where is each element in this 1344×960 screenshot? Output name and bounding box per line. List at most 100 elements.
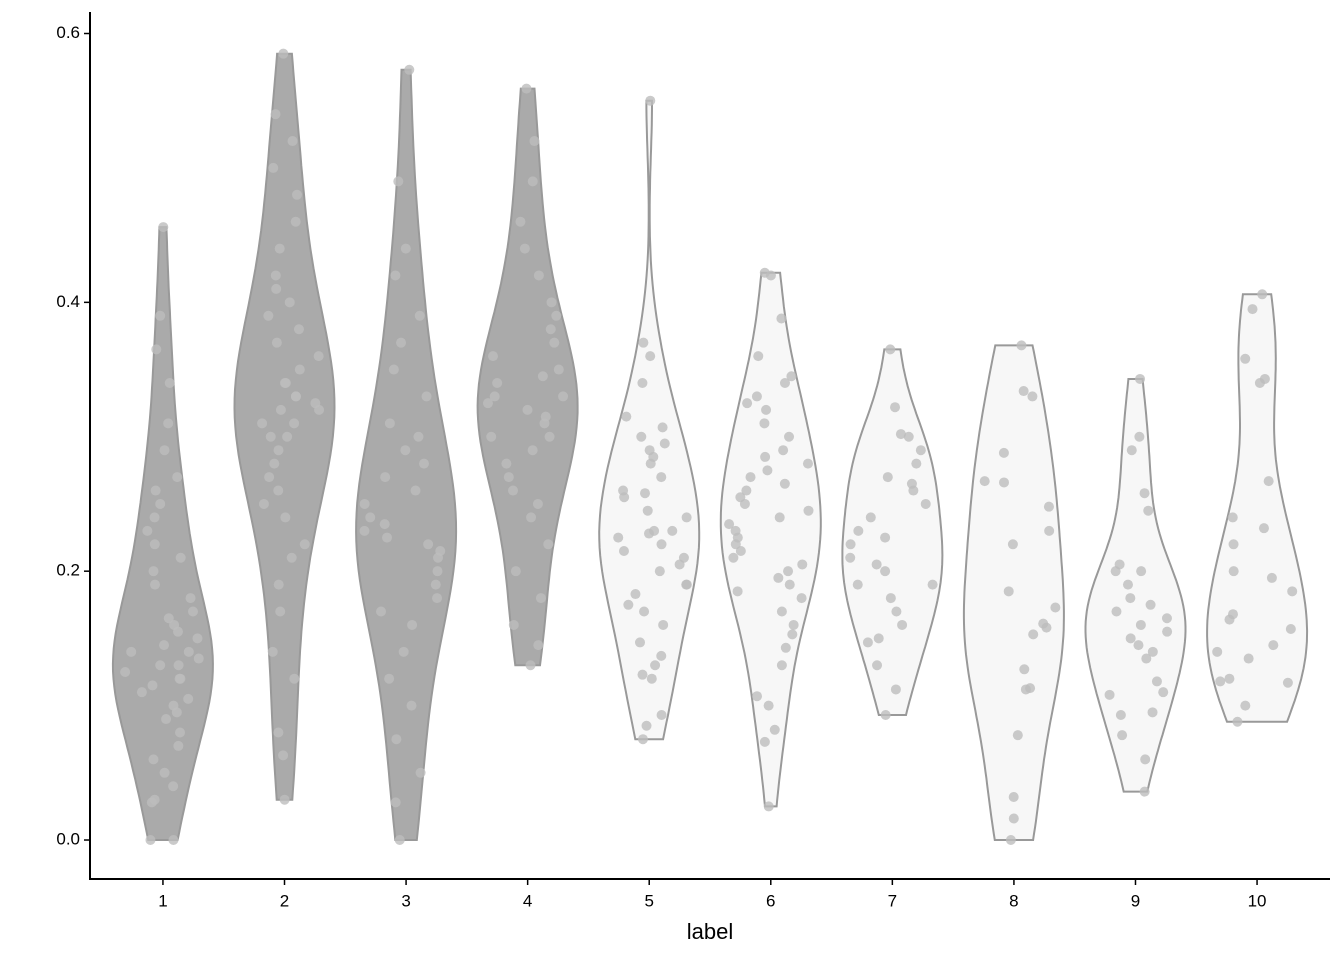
point	[1257, 289, 1268, 300]
point	[163, 418, 174, 429]
point	[432, 566, 443, 577]
point	[1266, 572, 1277, 583]
point	[762, 465, 773, 476]
point	[641, 720, 652, 731]
point	[148, 754, 159, 765]
point	[183, 646, 194, 657]
point	[540, 411, 551, 422]
point	[735, 492, 746, 503]
point	[880, 566, 891, 577]
point	[645, 351, 656, 362]
point	[645, 95, 656, 106]
point	[1027, 391, 1038, 402]
point	[510, 566, 521, 577]
point	[636, 431, 647, 442]
point	[1008, 792, 1019, 803]
point	[915, 445, 926, 456]
point	[1134, 431, 1145, 442]
point	[642, 505, 653, 516]
point	[1227, 512, 1238, 523]
x-tick-label: 9	[1131, 891, 1140, 910]
point	[279, 377, 290, 388]
point	[423, 539, 434, 550]
point	[1228, 539, 1239, 550]
point	[1147, 646, 1158, 657]
point	[289, 418, 300, 429]
point	[786, 371, 797, 382]
point	[1215, 676, 1226, 687]
point	[553, 364, 564, 375]
point	[911, 458, 922, 469]
point	[728, 552, 739, 563]
point	[1050, 602, 1061, 613]
point	[763, 700, 774, 711]
point	[508, 619, 519, 630]
point	[435, 546, 446, 557]
point	[545, 324, 556, 335]
point	[773, 572, 784, 583]
point	[537, 371, 548, 382]
point	[532, 498, 543, 509]
point	[1115, 710, 1126, 721]
point	[1003, 586, 1014, 597]
point	[1126, 445, 1137, 456]
point	[659, 438, 670, 449]
point	[1008, 813, 1019, 824]
point	[623, 599, 634, 610]
point	[151, 344, 162, 355]
point	[155, 310, 166, 321]
point	[264, 472, 275, 483]
point	[802, 458, 813, 469]
point	[525, 660, 536, 671]
point	[1020, 684, 1031, 695]
point	[618, 485, 629, 496]
point	[488, 351, 499, 362]
point	[649, 525, 660, 536]
point	[187, 606, 198, 617]
point	[644, 445, 655, 456]
point	[1258, 523, 1269, 534]
point	[558, 391, 569, 402]
x-tick-label: 2	[280, 891, 289, 910]
violin	[476, 87, 579, 667]
point	[271, 337, 282, 348]
point	[650, 660, 661, 671]
point	[885, 593, 896, 604]
point	[654, 566, 665, 577]
point	[400, 243, 411, 254]
point	[667, 525, 678, 536]
point	[1240, 700, 1251, 711]
point	[136, 687, 147, 698]
point	[1005, 835, 1016, 846]
point	[278, 48, 289, 59]
point	[394, 835, 405, 846]
point	[183, 693, 194, 704]
point	[404, 64, 415, 75]
point	[533, 640, 544, 651]
point	[155, 660, 166, 671]
x-tick-label: 3	[401, 891, 410, 910]
point	[1161, 613, 1172, 624]
y-tick-label: 0.6	[56, 23, 80, 42]
point	[529, 136, 540, 147]
point	[753, 351, 764, 362]
point	[1125, 633, 1136, 644]
point	[172, 472, 183, 483]
point	[292, 189, 303, 200]
x-tick-label: 6	[766, 891, 775, 910]
point	[1143, 505, 1154, 516]
point	[657, 422, 668, 433]
point	[1019, 664, 1030, 675]
point	[742, 398, 753, 409]
y-tick-label: 0.0	[56, 830, 80, 849]
point	[637, 377, 648, 388]
point	[759, 736, 770, 747]
point	[681, 579, 692, 590]
point	[159, 767, 170, 778]
point	[845, 539, 856, 550]
point	[656, 472, 667, 483]
violin	[598, 99, 701, 741]
point	[1007, 539, 1018, 550]
point	[630, 589, 641, 600]
point	[280, 512, 291, 523]
